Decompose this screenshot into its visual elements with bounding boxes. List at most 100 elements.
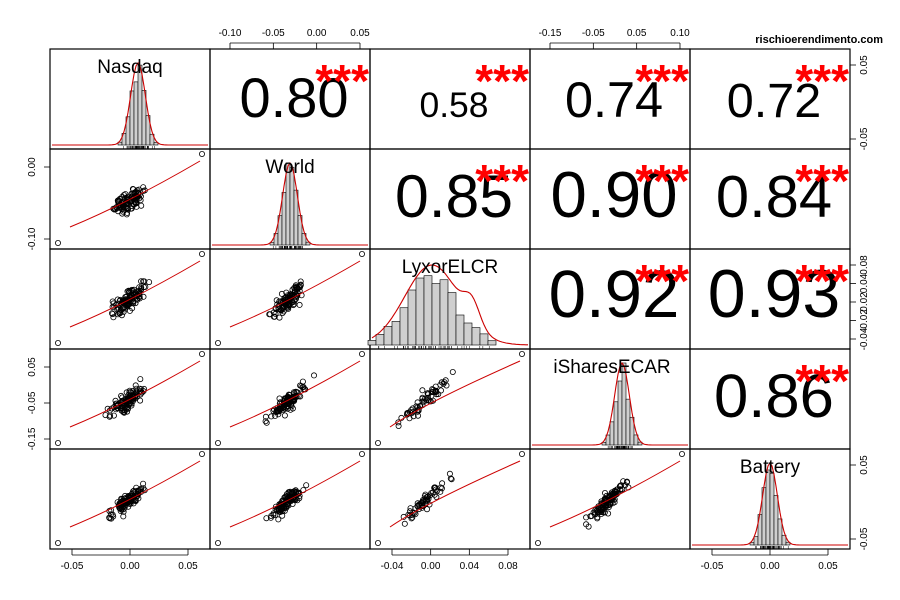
scatter-point — [429, 386, 436, 393]
histogram-bar — [781, 534, 787, 546]
significance-stars: *** — [635, 155, 689, 207]
correlation-value: 0.85 — [395, 162, 513, 230]
scatter-point — [605, 510, 612, 517]
scatter-point — [198, 250, 205, 257]
histogram-bar — [769, 473, 775, 546]
scatter-point — [296, 287, 303, 294]
correlation-cell-3-4: 0.86*** — [714, 355, 849, 431]
scatter-point — [120, 204, 127, 211]
scatter-point — [358, 250, 365, 257]
scatter-point — [214, 540, 221, 547]
scatter-point — [611, 487, 618, 494]
correlation-value: 0.90 — [550, 158, 677, 231]
scatter-point — [198, 450, 205, 457]
scatter-panel-4-0 — [55, 450, 205, 547]
scatter-point — [109, 310, 116, 317]
scatter-point — [433, 493, 440, 500]
scatter-panel-4-1 — [214, 450, 365, 547]
scatter-point — [276, 501, 283, 508]
y-tick-label: 0.05 — [859, 455, 870, 475]
histogram-bar — [407, 289, 417, 346]
scatter-point — [449, 368, 456, 375]
scatter-point — [602, 489, 609, 496]
variable-label-lyxorelcr: LyxorELCR — [402, 257, 498, 278]
y-tick-label: 0.08 — [859, 255, 870, 275]
scatter-point — [140, 278, 147, 285]
scatter-panel-2-1 — [214, 250, 365, 346]
correlation-value: 0.74 — [565, 71, 663, 128]
histogram-bar — [367, 340, 377, 346]
scatter-point — [535, 540, 542, 547]
scatter-point — [118, 392, 125, 399]
scatter-point — [519, 350, 526, 357]
histogram-bar — [625, 398, 631, 446]
histogram-bar — [487, 340, 497, 346]
histogram-bar — [479, 333, 489, 346]
scatter-point — [287, 402, 294, 409]
scatter-point — [405, 511, 412, 518]
scatter-point — [126, 294, 133, 301]
scatter-point — [292, 282, 299, 289]
scatter-point — [138, 202, 145, 209]
scatter-point — [286, 392, 293, 399]
correlation-cell-2-4: 0.93*** — [708, 255, 849, 332]
scatter-point — [275, 516, 282, 523]
scatter-point — [598, 500, 605, 507]
fit-line — [69, 260, 201, 328]
y-tick-label: 0.05 — [27, 357, 38, 377]
y-tick-label: 0.04 — [859, 273, 870, 293]
variable-label-isharesecar: iSharesECAR — [553, 357, 670, 378]
scatter-panel-4-3 — [535, 450, 686, 547]
scatter-point — [278, 290, 285, 297]
scatter-point — [138, 278, 145, 285]
scatter-point — [120, 508, 127, 515]
scatter-point — [297, 278, 304, 285]
scatter-point — [272, 512, 279, 519]
y-tick-label: -0.05 — [859, 527, 870, 550]
x-tick-label: -0.05 — [262, 28, 285, 39]
density-line — [212, 162, 368, 246]
x-tick-label: 0.00 — [760, 561, 780, 572]
histogram-bar — [289, 166, 295, 246]
scatter-point — [271, 313, 278, 320]
scatter-point — [679, 450, 686, 457]
scatter-point — [262, 413, 269, 420]
histogram-bar — [375, 334, 385, 346]
scatter-point — [620, 478, 627, 485]
fit-line — [229, 360, 361, 428]
scatter-point — [140, 480, 147, 487]
scatter-point — [583, 514, 590, 521]
scatter-point — [124, 288, 131, 295]
y-tick-label: -0.02 — [859, 309, 870, 332]
watermark: rischioerendimento.com — [755, 34, 883, 46]
scatter-point — [106, 413, 113, 420]
scatter-point — [130, 298, 137, 305]
scatter-point — [275, 411, 282, 418]
scatter-point — [133, 484, 140, 491]
scatter-point — [280, 403, 287, 410]
correlation-cell-1-3: 0.90*** — [550, 155, 689, 231]
scatter-point — [617, 486, 624, 493]
scatter-point — [422, 497, 429, 504]
scatter-point — [55, 339, 62, 346]
scatter-point — [276, 314, 283, 321]
scatter-point — [423, 494, 430, 501]
scatter-point — [266, 311, 273, 318]
scatter-point — [132, 382, 139, 389]
scatter-point — [110, 314, 117, 321]
scatter-point — [109, 311, 116, 318]
scatter-point — [273, 506, 280, 513]
scatter-point — [446, 470, 453, 477]
x-tick-label: 0.05 — [350, 28, 370, 39]
scatter-point — [140, 184, 147, 191]
correlation-value: 0.86 — [714, 362, 834, 431]
scatter-panel-1-0 — [55, 150, 205, 246]
scatter-point — [624, 478, 631, 485]
x-tick-label: 0.00 — [421, 561, 441, 572]
scatter-point — [425, 493, 432, 500]
histogram-bar — [753, 536, 759, 546]
scatter-point — [121, 408, 128, 415]
correlation-value: 0.80 — [240, 66, 349, 129]
scatter-panel-3-1 — [214, 350, 365, 446]
histogram-bar — [455, 314, 465, 346]
